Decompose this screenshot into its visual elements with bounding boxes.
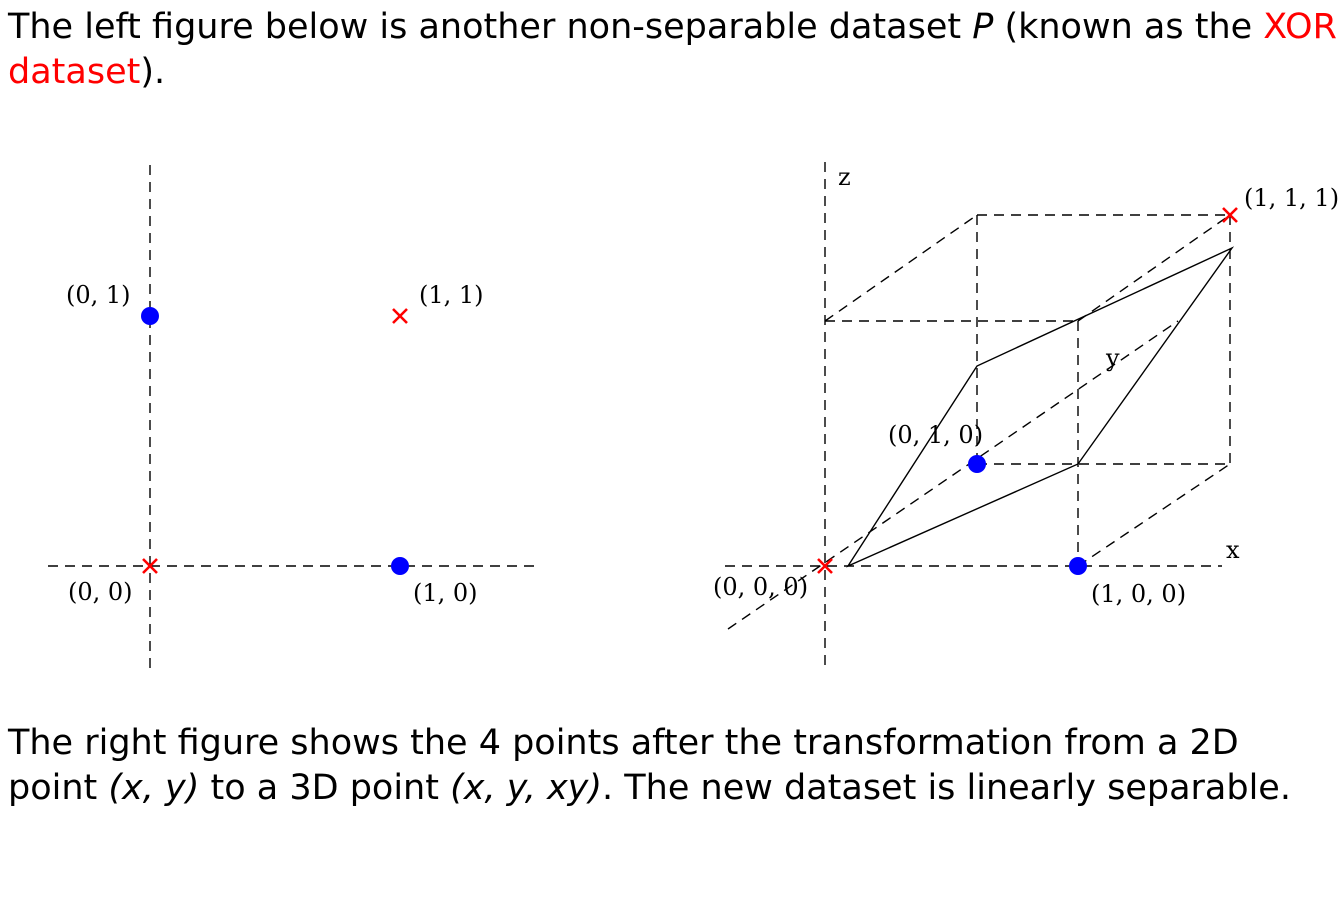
cube-wireframe	[824, 214, 1231, 567]
point-label: (0, 0)	[68, 578, 133, 606]
point-label: (0, 0, 0)	[713, 573, 808, 601]
separating-plane	[846, 246, 1235, 568]
intro-text-2: (known as the	[993, 7, 1264, 47]
point-marker	[968, 455, 986, 473]
point-marker	[141, 307, 159, 325]
outro-paragraph: The right figure shows the 4 points afte…	[8, 721, 1338, 811]
x-axis-label: x	[1226, 536, 1240, 564]
intro-text-3: ).	[140, 52, 166, 92]
point-label: (1, 0, 0)	[1091, 580, 1186, 608]
intro-text: The left figure below is another non-sep…	[8, 7, 973, 47]
outro-text-2: to a 3D point	[199, 768, 451, 808]
point-marker	[1222, 207, 1238, 223]
point-label: (0, 1)	[66, 281, 131, 309]
point-label: (1, 0)	[413, 579, 478, 607]
point-label: (1, 1, 1)	[1244, 184, 1339, 212]
point-marker	[392, 308, 408, 324]
point-marker	[142, 558, 158, 574]
intro-paragraph: The left figure below is another non-sep…	[8, 5, 1338, 95]
z-axis-label: z	[838, 163, 851, 191]
math-expression-3d: (x, y, xy)	[450, 768, 603, 808]
left-figure: (0, 0) (0, 1) (1, 0) (1, 1)	[48, 165, 540, 668]
point-label: (1, 1)	[419, 281, 484, 309]
outro-text: The right figure shows the 4 points afte…	[8, 723, 1239, 808]
point-marker	[391, 557, 409, 575]
y-axis-label: y	[1105, 344, 1120, 372]
point-label: (0, 1, 0)	[888, 421, 983, 449]
point-marker	[1069, 557, 1087, 575]
dataset-symbol: P	[972, 7, 994, 47]
math-expression-2d: (x, y)	[108, 768, 200, 808]
outro-text-3: . The new dataset is linearly separable.	[602, 768, 1291, 808]
y-axis	[727, 320, 1179, 630]
right-figure: (0, 0, 0) (0, 1, 0) (1, 0, 0) (1, 1, 1) …	[713, 162, 1339, 668]
xor-dataset-highlight: XOR dataset	[8, 7, 1337, 92]
point-marker	[817, 558, 833, 574]
